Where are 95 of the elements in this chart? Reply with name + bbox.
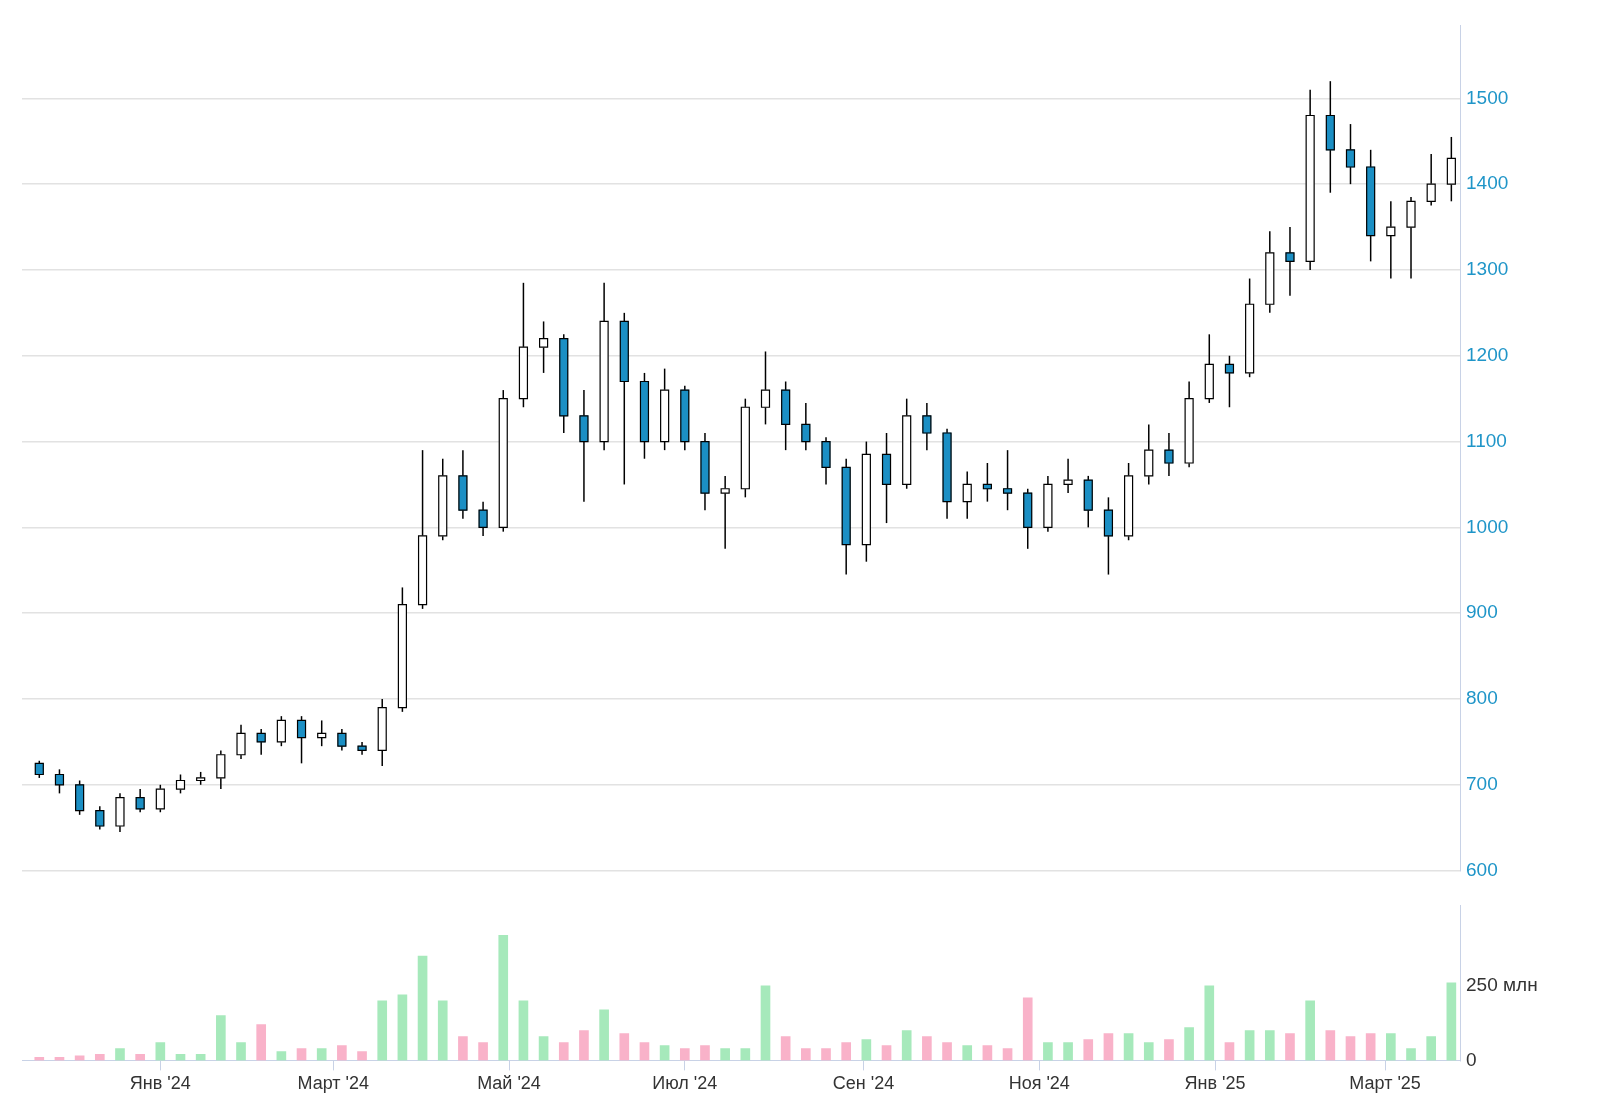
- x-tick-label: Март '25: [1349, 1073, 1421, 1094]
- bar: [1083, 1039, 1094, 1061]
- y-tick-label: 1500: [1466, 86, 1509, 108]
- bar: [1103, 1033, 1114, 1061]
- y-tick-label: 250 млн: [1466, 974, 1538, 996]
- bar: [881, 1045, 892, 1061]
- bar: [296, 1048, 307, 1061]
- bar: [498, 934, 509, 1061]
- bar: [1123, 1033, 1134, 1061]
- candlestick: [1164, 432, 1174, 477]
- bar: [538, 1036, 549, 1061]
- bar: [1264, 1030, 1275, 1061]
- bar: [679, 1048, 690, 1061]
- bar: [236, 1042, 246, 1061]
- x-tick-label: Июл '24: [652, 1073, 718, 1094]
- y-tick-label: 1300: [1466, 258, 1509, 280]
- candlestick: [216, 749, 226, 790]
- bar: [1345, 1036, 1356, 1061]
- bar: [619, 1033, 630, 1061]
- bar: [639, 1042, 650, 1061]
- bar: [1325, 1030, 1336, 1061]
- bar: [740, 1048, 751, 1061]
- bar: [579, 1030, 589, 1061]
- bar: [801, 1048, 811, 1061]
- candlestick: [922, 402, 932, 451]
- bar: [1204, 985, 1215, 1061]
- bar: [1002, 1048, 1013, 1061]
- bar: [518, 1000, 529, 1061]
- bar: [216, 1015, 226, 1061]
- bar: [1224, 1042, 1235, 1061]
- y-tick-label: 800: [1466, 687, 1498, 709]
- bar: [1164, 1039, 1174, 1061]
- candlestick: [1285, 226, 1295, 297]
- bar: [1043, 1042, 1053, 1061]
- bar: [155, 1042, 166, 1061]
- bar: [760, 985, 771, 1061]
- y-tick-label: 900: [1466, 601, 1498, 623]
- bar: [821, 1048, 831, 1061]
- bar: [1244, 1030, 1255, 1061]
- y-tick-label: 1100: [1466, 429, 1507, 451]
- bar: [397, 994, 408, 1061]
- bar: [437, 1000, 448, 1061]
- bar: [901, 1030, 912, 1061]
- x-tick-label: Сен '24: [832, 1073, 895, 1094]
- y-tick-label: 600: [1466, 858, 1498, 880]
- bar: [962, 1045, 973, 1061]
- bar: [1143, 1042, 1154, 1061]
- bar: [1446, 982, 1457, 1061]
- bar: [478, 1042, 488, 1061]
- y-tick-label: 1000: [1466, 515, 1509, 537]
- bar: [115, 1048, 125, 1061]
- bar: [841, 1042, 852, 1061]
- bar: [982, 1045, 993, 1061]
- y-tick-label: 1200: [1466, 343, 1509, 365]
- bar: [942, 1042, 952, 1061]
- bar: [1184, 1027, 1194, 1061]
- bar: [1426, 1036, 1437, 1061]
- bar: [1406, 1048, 1416, 1061]
- bar: [94, 1054, 105, 1061]
- x-tick-label: Ноя '24: [1008, 1073, 1070, 1094]
- bar: [458, 1036, 468, 1061]
- bar: [256, 1024, 267, 1061]
- bar: [417, 955, 428, 1061]
- bar: [1386, 1033, 1396, 1061]
- y-tick-label: 700: [1466, 773, 1498, 795]
- x-tick-label: Янв '25: [1184, 1073, 1246, 1094]
- bar: [700, 1045, 710, 1061]
- bar: [1022, 997, 1033, 1061]
- bar: [377, 1000, 388, 1061]
- candlestick: [478, 500, 488, 537]
- bar: [780, 1036, 791, 1061]
- bar: [922, 1036, 932, 1061]
- bar: [861, 1039, 872, 1061]
- bar: [135, 1054, 145, 1061]
- candlestick: [1426, 153, 1436, 207]
- candlestick: [720, 475, 730, 550]
- bar: [337, 1045, 347, 1061]
- bar: [1305, 1000, 1315, 1061]
- bar: [357, 1051, 367, 1061]
- x-tick-label: Май '24: [477, 1073, 541, 1094]
- bar: [659, 1045, 670, 1061]
- bar: [599, 1009, 609, 1061]
- bar: [276, 1051, 287, 1061]
- candlestick: [135, 788, 145, 813]
- y-tick-label: 1400: [1466, 172, 1509, 194]
- bar: [316, 1048, 327, 1061]
- x-tick-label: Март '24: [297, 1073, 369, 1094]
- bar: [1365, 1033, 1376, 1061]
- bar: [1285, 1033, 1295, 1061]
- bar: [1063, 1042, 1073, 1061]
- x-tick-label: Янв '24: [129, 1073, 191, 1094]
- y-tick-label: 0: [1466, 1048, 1477, 1070]
- bar: [34, 1057, 45, 1061]
- bar: [558, 1042, 569, 1061]
- bar: [720, 1048, 730, 1061]
